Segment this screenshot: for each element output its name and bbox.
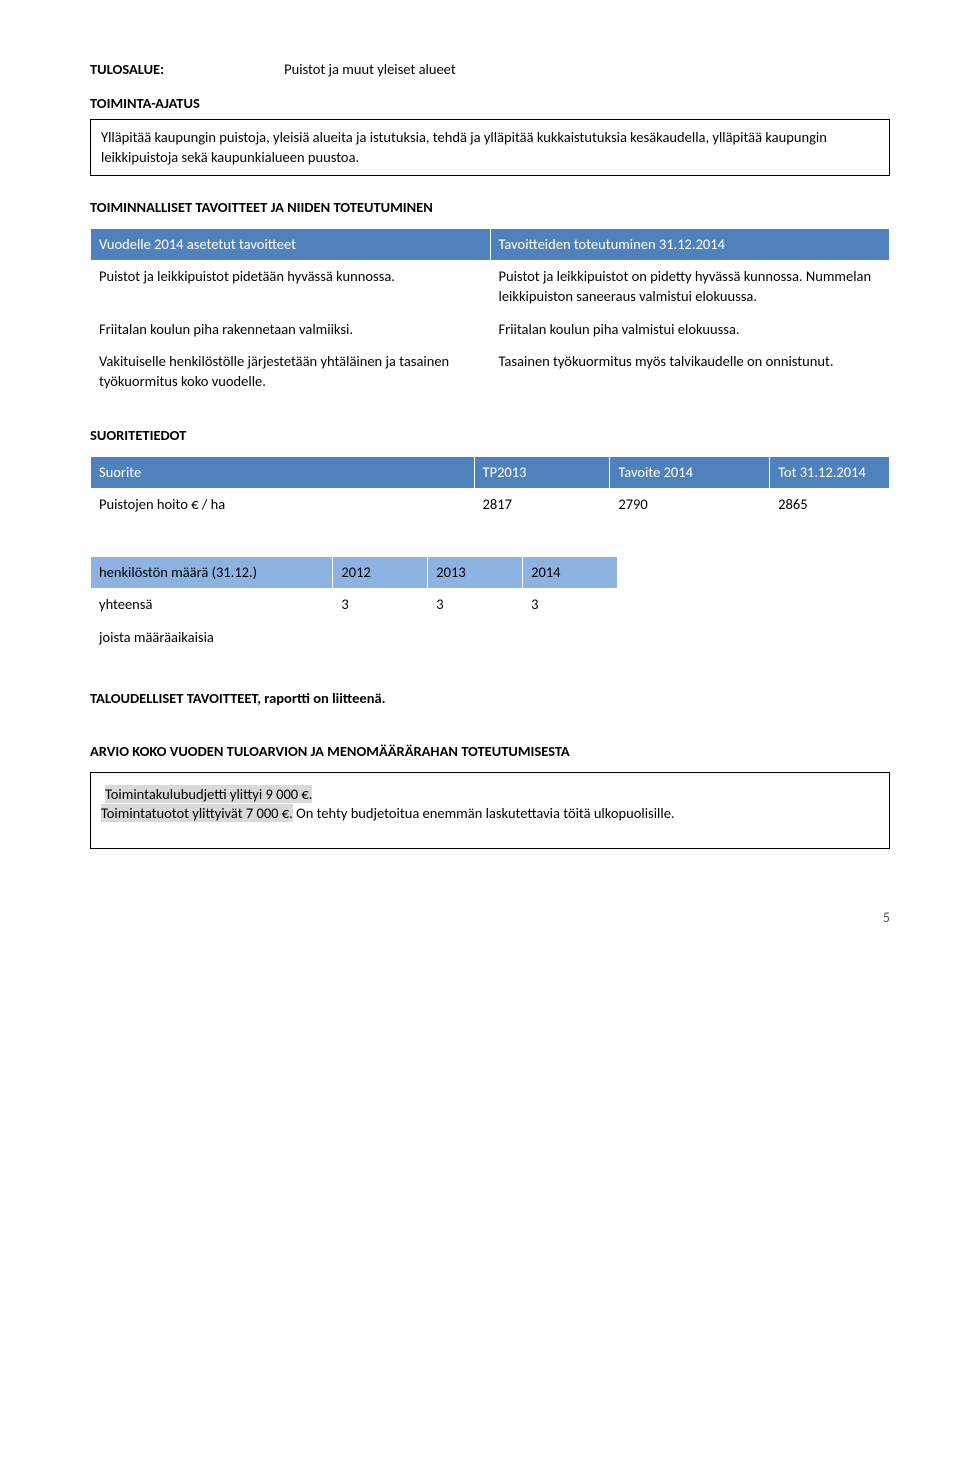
goals-header-1: Tavoitteiden toteutuminen 31.12.2014: [490, 228, 890, 261]
table-row: Suorite TP2013 Tavoite 2014 Tot 31.12.20…: [91, 456, 890, 489]
hen-cell: 3: [428, 589, 523, 622]
hen-cell: yhteensä: [91, 589, 333, 622]
description-box: Ylläpitää kaupungin puistoja, yleisiä al…: [90, 119, 890, 176]
goals-table: Vuodelle 2014 asetetut tavoitteet Tavoit…: [90, 228, 890, 398]
arvio-line-2b: On tehty budjetoitua enemmän laskutettav…: [296, 804, 675, 822]
tulosalue-label: TULOSALUE:: [90, 60, 164, 80]
suorite-cell: 2865: [770, 489, 890, 522]
suorite-header-3: Tot 31.12.2014: [770, 456, 890, 489]
goals-cell: Friitalan koulun piha valmistui elokuuss…: [490, 313, 890, 346]
hen-header-3: 2014: [523, 556, 618, 589]
goals-cell: Puistot ja leikkipuistot pidetään hyväss…: [91, 261, 491, 313]
arvio-heading: ARVIO KOKO VUODEN TULOARVION JA MENOMÄÄR…: [90, 742, 890, 762]
suorite-header-0: Suorite: [91, 456, 475, 489]
arvio-line-2a: Toimintatuotot ylittyivät 7 000 €.: [101, 804, 293, 822]
table-row: Puistot ja leikkipuistot pidetään hyväss…: [91, 261, 890, 313]
hen-cell: joista määräaikaisia: [91, 622, 333, 655]
arvio-box: Toimintakulubudjetti ylittyi 9 000 €. To…: [90, 772, 890, 849]
goals-heading: TOIMINNALLISET TAVOITTEET JA NIIDEN TOTE…: [90, 198, 890, 218]
goals-cell: Friitalan koulun piha rakennetaan valmii…: [91, 313, 491, 346]
henkilosto-table: henkilöstön määrä (31.12.) 2012 2013 201…: [90, 556, 618, 655]
hen-header-0: henkilöstön määrä (31.12.): [91, 556, 333, 589]
table-row: Vakituiselle henkilöstölle järjestetään …: [91, 346, 890, 398]
goals-cell: Puistot ja leikkipuistot on pidetty hyvä…: [490, 261, 890, 313]
hen-header-1: 2012: [333, 556, 428, 589]
arvio-line-1-text: Toimintakulubudjetti ylittyi 9 000 €.: [105, 785, 312, 803]
suorite-header-2: Tavoite 2014: [610, 456, 770, 489]
suorite-header-1: TP2013: [474, 456, 610, 489]
table-row: yhteensä 3 3 3: [91, 589, 618, 622]
arvio-line-2: Toimintatuotot ylittyivät 7 000 €. On te…: [101, 804, 879, 824]
suorite-cell: 2817: [474, 489, 610, 522]
tulosalue-value: Puistot ja muut yleiset alueet: [284, 60, 456, 80]
goals-cell: Tasainen työkuormitus myös talvikaudelle…: [490, 346, 890, 398]
arvio-line-1: Toimintakulubudjetti ylittyi 9 000 €.: [101, 785, 879, 805]
hen-cell: [333, 622, 428, 655]
description-text: Ylläpitää kaupungin puistoja, yleisiä al…: [101, 128, 827, 166]
header-row: TULOSALUE: Puistot ja muut yleiset aluee…: [90, 60, 890, 80]
suorite-heading: SUORITETIEDOT: [90, 426, 890, 446]
suorite-cell: 2790: [610, 489, 770, 522]
toiminta-ajatus-label: TOIMINTA-AJATUS: [90, 94, 890, 114]
table-row: Vuodelle 2014 asetetut tavoitteet Tavoit…: [91, 228, 890, 261]
hen-header-2: 2013: [428, 556, 523, 589]
goals-cell: Vakituiselle henkilöstölle järjestetään …: [91, 346, 491, 398]
page-number: 5: [90, 909, 890, 928]
goals-header-0: Vuodelle 2014 asetetut tavoitteet: [91, 228, 491, 261]
table-row: henkilöstön määrä (31.12.) 2012 2013 201…: [91, 556, 618, 589]
hen-cell: [523, 622, 618, 655]
suorite-table: Suorite TP2013 Tavoite 2014 Tot 31.12.20…: [90, 456, 890, 522]
table-row: Friitalan koulun piha rakennetaan valmii…: [91, 313, 890, 346]
hen-cell: 3: [523, 589, 618, 622]
suorite-cell: Puistojen hoito € / ha: [91, 489, 475, 522]
taloudelliset-heading: TALOUDELLISET TAVOITTEET, raportti on li…: [90, 689, 890, 709]
table-row: Puistojen hoito € / ha 2817 2790 2865: [91, 489, 890, 522]
table-row: joista määräaikaisia: [91, 622, 618, 655]
hen-cell: 3: [333, 589, 428, 622]
hen-cell: [428, 622, 523, 655]
